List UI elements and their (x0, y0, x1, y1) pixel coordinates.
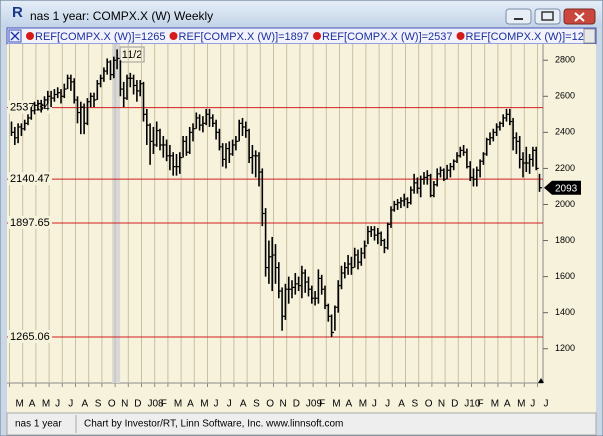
x-tick-label: A (346, 399, 353, 410)
x-tick-label: N (121, 399, 128, 410)
window-buttons[interactable] (505, 8, 596, 25)
legend-marker (456, 32, 465, 40)
x-tick-label: S (253, 399, 260, 410)
x-tick-label: A (82, 399, 89, 410)
reference-label-box (8, 215, 52, 229)
highlight-band (112, 44, 121, 383)
x-tick-label: D (293, 399, 300, 410)
x-tick-label: A (240, 399, 247, 410)
scroll-marker (538, 378, 544, 383)
status-credit: Chart by Investor/RT, Linn Software, Inc… (84, 419, 343, 430)
y-tick-label: 1800 (555, 235, 575, 245)
y-tick-label: 1600 (555, 271, 575, 281)
window-title: nas 1 year: COMPX.X (W) Weekly (30, 9, 213, 23)
x-tick-label: M (42, 399, 50, 410)
y-tick-label: 1200 (555, 343, 575, 353)
x-tick-label: O (425, 399, 433, 410)
x-tick-label: J08 (148, 399, 165, 410)
legend-entry: REF[COMPX.X (W)]=2537 (322, 31, 453, 43)
x-tick-label: A (398, 399, 405, 410)
annotation: 11/2 (122, 49, 143, 61)
x-tick-label: N (438, 399, 445, 410)
x-tick-label: F (319, 399, 325, 410)
x-tick-label: J09 (306, 399, 323, 410)
x-tick-label: M (200, 399, 208, 410)
legend-marker (313, 32, 322, 40)
last-price-label: 2093 (555, 183, 578, 194)
legend-entry: REF[COMPX.X (W)]=1265 (35, 31, 166, 43)
legend-entry: REF[COMPX.X (W)]=1265 (466, 31, 597, 43)
reference-label: 1897.65 (10, 217, 50, 229)
reference-label-box (8, 330, 52, 344)
x-tick-label: F (478, 399, 484, 410)
reference-label: 2537.34 (10, 101, 50, 113)
y-tick-label: 2000 (555, 199, 575, 209)
legend: REF[COMPX.X (W)]=1265 REF[COMPX.X (W)]=18… (26, 31, 596, 43)
x-tick-label: F (161, 399, 167, 410)
x-tick-label: J (227, 399, 232, 410)
x-tick-label: J10 (464, 399, 481, 410)
x-tick-label: A (504, 399, 511, 410)
y-tick-label: 2600 (555, 91, 575, 101)
x-tick-label: A (29, 399, 36, 410)
y-tick-label: 2200 (555, 163, 575, 173)
x-tick-label: J (385, 399, 390, 410)
close-glyph (574, 12, 585, 22)
legend-close-glyph (10, 31, 20, 41)
reference-label: 2140.47 (10, 173, 50, 185)
last-price-marker (544, 180, 581, 195)
x-tick-label: M (16, 399, 24, 410)
x-tick-label: O (266, 399, 274, 410)
title-bar (1, 1, 602, 27)
app-icon: R (12, 4, 23, 21)
x-tick-label: M (359, 399, 367, 410)
x-tick-label: J (372, 399, 377, 410)
x-tick-label: S (95, 399, 102, 410)
x-tick-label: J (68, 399, 73, 410)
x-tick-label: J (214, 399, 219, 410)
x-tick-label: D (134, 399, 141, 410)
x-tick-label: M (517, 399, 525, 410)
legend-scroll[interactable] (583, 28, 596, 44)
x-tick-label: A (187, 399, 194, 410)
annotation-box (119, 46, 145, 63)
minimize-button[interactable] (505, 8, 532, 25)
x-tick-label: S (412, 399, 419, 410)
x-tick-label: J (544, 399, 549, 410)
x-tick-label: O (108, 399, 116, 410)
y-tick-label: 2800 (555, 55, 575, 65)
x-tick-label: N (280, 399, 287, 410)
reference-label: 1265.06 (10, 331, 50, 343)
x-tick-label: M (491, 399, 499, 410)
reference-label-box (8, 172, 52, 186)
legend-marker (26, 32, 34, 40)
status-label: nas 1 year (15, 419, 62, 430)
x-tick-label: J (55, 399, 60, 410)
legend-entry: REF[COMPX.X (W)]=1897 (179, 31, 310, 43)
x-tick-label: D (451, 399, 458, 410)
y-tick-label: 1400 (555, 307, 575, 317)
x-tick-label: M (174, 399, 182, 410)
y-tick-label: 2400 (555, 127, 575, 137)
maximize-glyph (541, 11, 554, 21)
legend-marker (169, 32, 178, 40)
x-tick-label: M (332, 399, 340, 410)
status-bar (6, 412, 597, 436)
x-tick-label: J (530, 399, 535, 410)
